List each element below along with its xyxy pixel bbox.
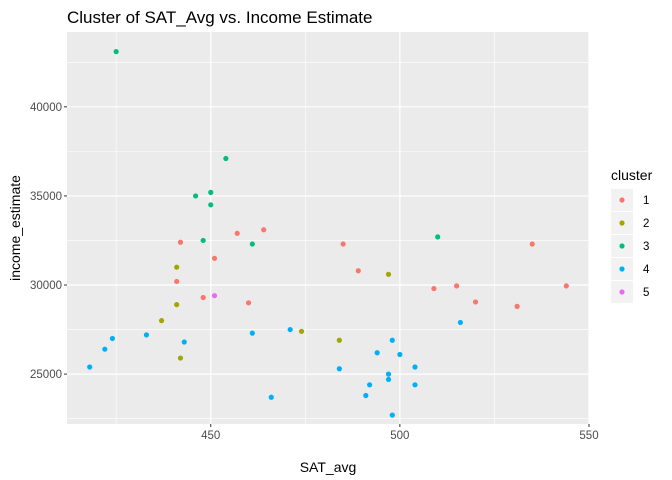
- legend-label-2: 2: [643, 218, 649, 230]
- data-point-cluster-1: [431, 285, 437, 292]
- data-point-cluster-4: [249, 330, 255, 336]
- y-tick-label: 25000: [30, 369, 62, 381]
- data-point-cluster-1: [340, 241, 346, 247]
- data-point-cluster-4: [389, 337, 395, 343]
- legend-label-5: 5: [643, 287, 649, 299]
- data-point-cluster-1: [177, 239, 184, 245]
- x-tick-label: 550: [579, 430, 598, 442]
- legend-items: 1 2 3 4 5: [611, 189, 650, 303]
- data-point-cluster-4: [412, 382, 418, 388]
- y-axis-label: income_estimate: [7, 175, 23, 281]
- data-point-cluster-4: [287, 326, 293, 333]
- data-point-cluster-4: [87, 364, 93, 370]
- data-point-cluster-2: [158, 318, 165, 324]
- gridlines: [67, 32, 590, 424]
- data-point-cluster-2: [174, 264, 180, 270]
- data-point-cluster-3: [200, 237, 206, 244]
- legend-key-1: [619, 197, 625, 203]
- data-point-cluster-4: [143, 332, 150, 338]
- data-point-cluster-4: [268, 394, 274, 400]
- data-point-cluster-1: [234, 230, 240, 236]
- data-point-cluster-4: [102, 346, 108, 352]
- data-point-cluster-3: [208, 189, 214, 195]
- data-point-cluster-2: [298, 328, 305, 334]
- data-point-cluster-1: [529, 241, 535, 247]
- legend-key-2: [619, 220, 625, 226]
- data-point-cluster-1: [245, 300, 252, 306]
- data-points: [87, 49, 569, 418]
- data-point-cluster-4: [397, 351, 403, 358]
- data-point-cluster-2: [385, 271, 392, 277]
- data-point-cluster-4: [181, 339, 187, 345]
- data-point-cluster-1: [514, 303, 520, 309]
- data-point-cluster-1: [174, 278, 180, 285]
- data-point-cluster-4: [385, 371, 392, 377]
- x-axis-label: SAT_avg: [300, 459, 357, 475]
- legend: cluster 1 2 3 4 5: [611, 167, 653, 303]
- data-point-cluster-3: [193, 193, 199, 199]
- data-point-cluster-4: [336, 366, 342, 372]
- legend-key-5: [619, 289, 625, 295]
- data-point-cluster-1: [261, 227, 267, 233]
- x-tick-label: 450: [201, 430, 220, 442]
- legend-key-4: [619, 266, 625, 272]
- data-point-cluster-1: [211, 255, 218, 261]
- x-tick-label: 500: [390, 430, 409, 442]
- data-point-cluster-4: [457, 319, 463, 326]
- plot-panel: [67, 32, 589, 424]
- data-point-cluster-4: [363, 392, 369, 399]
- data-point-cluster-3: [249, 241, 255, 247]
- legend-label-4: 4: [643, 264, 650, 276]
- data-point-cluster-4: [374, 350, 380, 356]
- data-point-cluster-4: [412, 364, 418, 370]
- data-point-cluster-4: [385, 376, 392, 383]
- legend-title: cluster: [611, 167, 653, 183]
- chart-title: Cluster of SAT_Avg vs. Income Estimate: [67, 8, 373, 27]
- x-axis-ticks: 450 500 550: [201, 424, 599, 442]
- data-point-cluster-3: [223, 155, 229, 162]
- legend-key-3: [619, 243, 625, 249]
- legend-label-1: 1: [643, 195, 649, 207]
- data-point-cluster-1: [563, 283, 569, 289]
- y-tick-label: 30000: [30, 280, 62, 292]
- data-point-cluster-2: [174, 302, 180, 308]
- data-point-cluster-2: [336, 337, 342, 343]
- data-point-cluster-2: [177, 355, 184, 361]
- legend-label-3: 3: [643, 241, 649, 253]
- data-point-cluster-1: [454, 283, 460, 289]
- y-tick-label: 40000: [30, 102, 62, 114]
- y-axis-ticks: 25000 30000 35000 40000: [30, 102, 67, 381]
- data-point-cluster-4: [109, 335, 115, 342]
- data-point-cluster-1: [200, 294, 206, 301]
- data-point-cluster-1: [472, 299, 479, 305]
- y-tick-label: 35000: [30, 191, 62, 203]
- data-point-cluster-3: [435, 234, 441, 240]
- data-point-cluster-5: [211, 293, 218, 299]
- data-point-cluster-1: [355, 268, 361, 274]
- data-point-cluster-3: [113, 49, 119, 55]
- data-point-cluster-4: [389, 412, 395, 418]
- data-point-cluster-3: [208, 202, 214, 208]
- data-point-cluster-4: [367, 382, 373, 388]
